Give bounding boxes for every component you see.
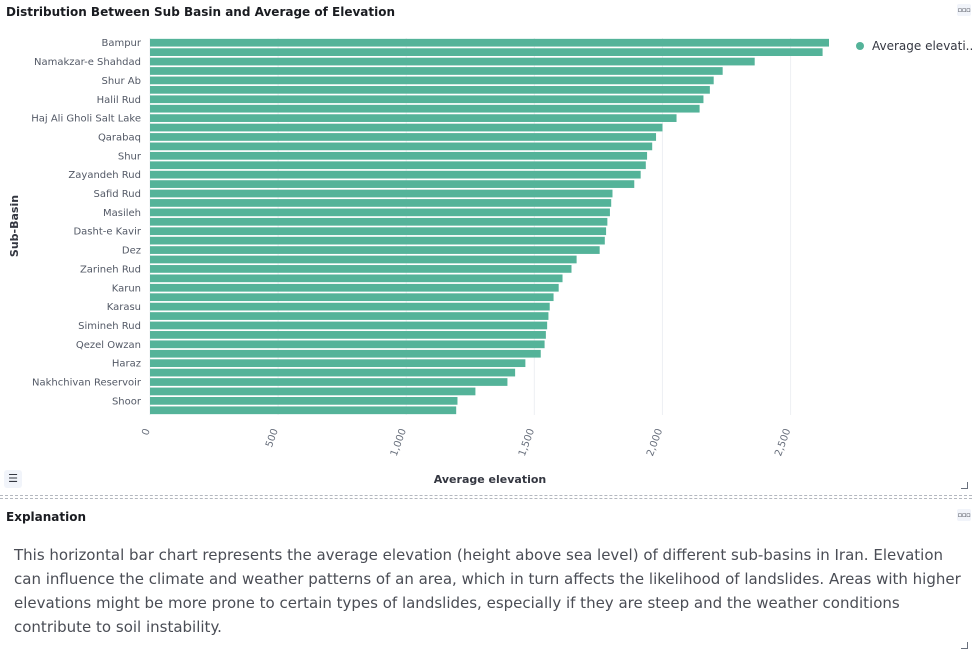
bar [150, 283, 559, 292]
bar [150, 142, 653, 151]
x-axis-title: Average elevation [434, 473, 546, 486]
explanation-text: This horizontal bar chart represents the… [14, 546, 961, 636]
bar [150, 67, 723, 75]
bar [150, 104, 700, 113]
bar [150, 217, 608, 226]
y-tick-label: Karasu [107, 302, 141, 313]
x-tick-label: 500 [264, 427, 281, 449]
bar [150, 359, 526, 368]
bar [150, 48, 823, 57]
bar [150, 123, 663, 132]
y-tick-label: Zarineh Rud [80, 264, 141, 275]
explanation-panel: Explanation ▫▫▫ This horizontal bar char… [0, 500, 972, 653]
bar [150, 180, 635, 188]
x-tick-label: 1,500 [517, 427, 537, 458]
bar [150, 340, 545, 349]
panel-divider [0, 498, 972, 499]
bar [150, 114, 677, 122]
bar [150, 189, 613, 198]
x-tick-label: 0 [140, 427, 153, 437]
bar [150, 387, 476, 396]
x-tick-label: 2,500 [773, 427, 793, 458]
resize-handle[interactable] [961, 642, 968, 649]
more-dots-icon[interactable]: ▫▫▫ [957, 4, 971, 16]
bar [150, 368, 516, 377]
bar [150, 170, 641, 179]
explanation-panel-title: Explanation [6, 510, 87, 524]
bar [150, 274, 563, 283]
bar [150, 246, 600, 254]
y-tick-label: Zayandeh Rud [68, 170, 141, 181]
list-icon[interactable]: ☰ [4, 470, 22, 488]
y-tick-label: Shur Ab [101, 76, 141, 87]
bar [150, 161, 646, 170]
x-tick-label: 2,000 [645, 427, 665, 458]
bar [150, 133, 657, 141]
y-tick-label: Simineh Rud [78, 321, 141, 332]
y-tick-label: Namakzar-e Shahdad [34, 57, 141, 68]
bar [150, 236, 605, 245]
bar [150, 76, 714, 85]
panel-divider [0, 495, 972, 496]
y-tick-label: Haj Ali Gholi Salt Lake [31, 114, 141, 125]
chart-panel-title: Distribution Between Sub Basin and Avera… [6, 5, 396, 19]
bar [150, 199, 612, 207]
y-tick-label: Safid Rud [94, 189, 142, 200]
legend-swatch [856, 42, 864, 50]
bar [150, 38, 829, 47]
chart-panel: Distribution Between Sub Basin and Avera… [4, 4, 972, 489]
bar [150, 349, 541, 358]
bar [150, 227, 607, 236]
bar [150, 265, 572, 273]
y-axis-title: Sub-Basin [8, 195, 21, 257]
y-tick-label: Halil Rud [97, 95, 141, 106]
y-tick-label: Bampur [101, 38, 141, 49]
y-tick-label: Shur [118, 151, 142, 162]
bar [150, 321, 548, 330]
bar [150, 331, 546, 339]
bar [150, 255, 577, 264]
bar [150, 312, 549, 320]
more-dots-icon[interactable]: ▫▫▫ [957, 509, 971, 521]
legend-entry: Average elevati... [872, 39, 972, 53]
bar [150, 396, 458, 405]
y-tick-label: Nakhchivan Reservoir [32, 378, 142, 389]
bar [150, 378, 508, 386]
x-tick-label: 1,000 [389, 427, 409, 458]
bar-chart: Bampur Namakzar-e Shahdad Shur Ab Halil Rud… [8, 38, 972, 486]
y-tick-label: Dasht-e Kavir [73, 227, 141, 238]
y-tick-label: Masileh [103, 208, 141, 219]
bar [150, 208, 610, 217]
bar [150, 406, 457, 415]
bar [150, 85, 710, 94]
bar [150, 302, 550, 311]
y-tick-label: Shoor [112, 396, 142, 407]
bar [150, 151, 648, 160]
bar [150, 57, 755, 66]
y-tick-label: Qezel Owzan [76, 340, 141, 351]
y-tick-label: Haraz [112, 359, 141, 370]
bar [150, 293, 554, 302]
bar [150, 95, 704, 104]
y-tick-label: Qarabaq [98, 132, 141, 143]
y-tick-label: Karun [112, 283, 141, 294]
resize-handle[interactable] [961, 482, 968, 489]
y-tick-label: Dez [122, 246, 141, 257]
